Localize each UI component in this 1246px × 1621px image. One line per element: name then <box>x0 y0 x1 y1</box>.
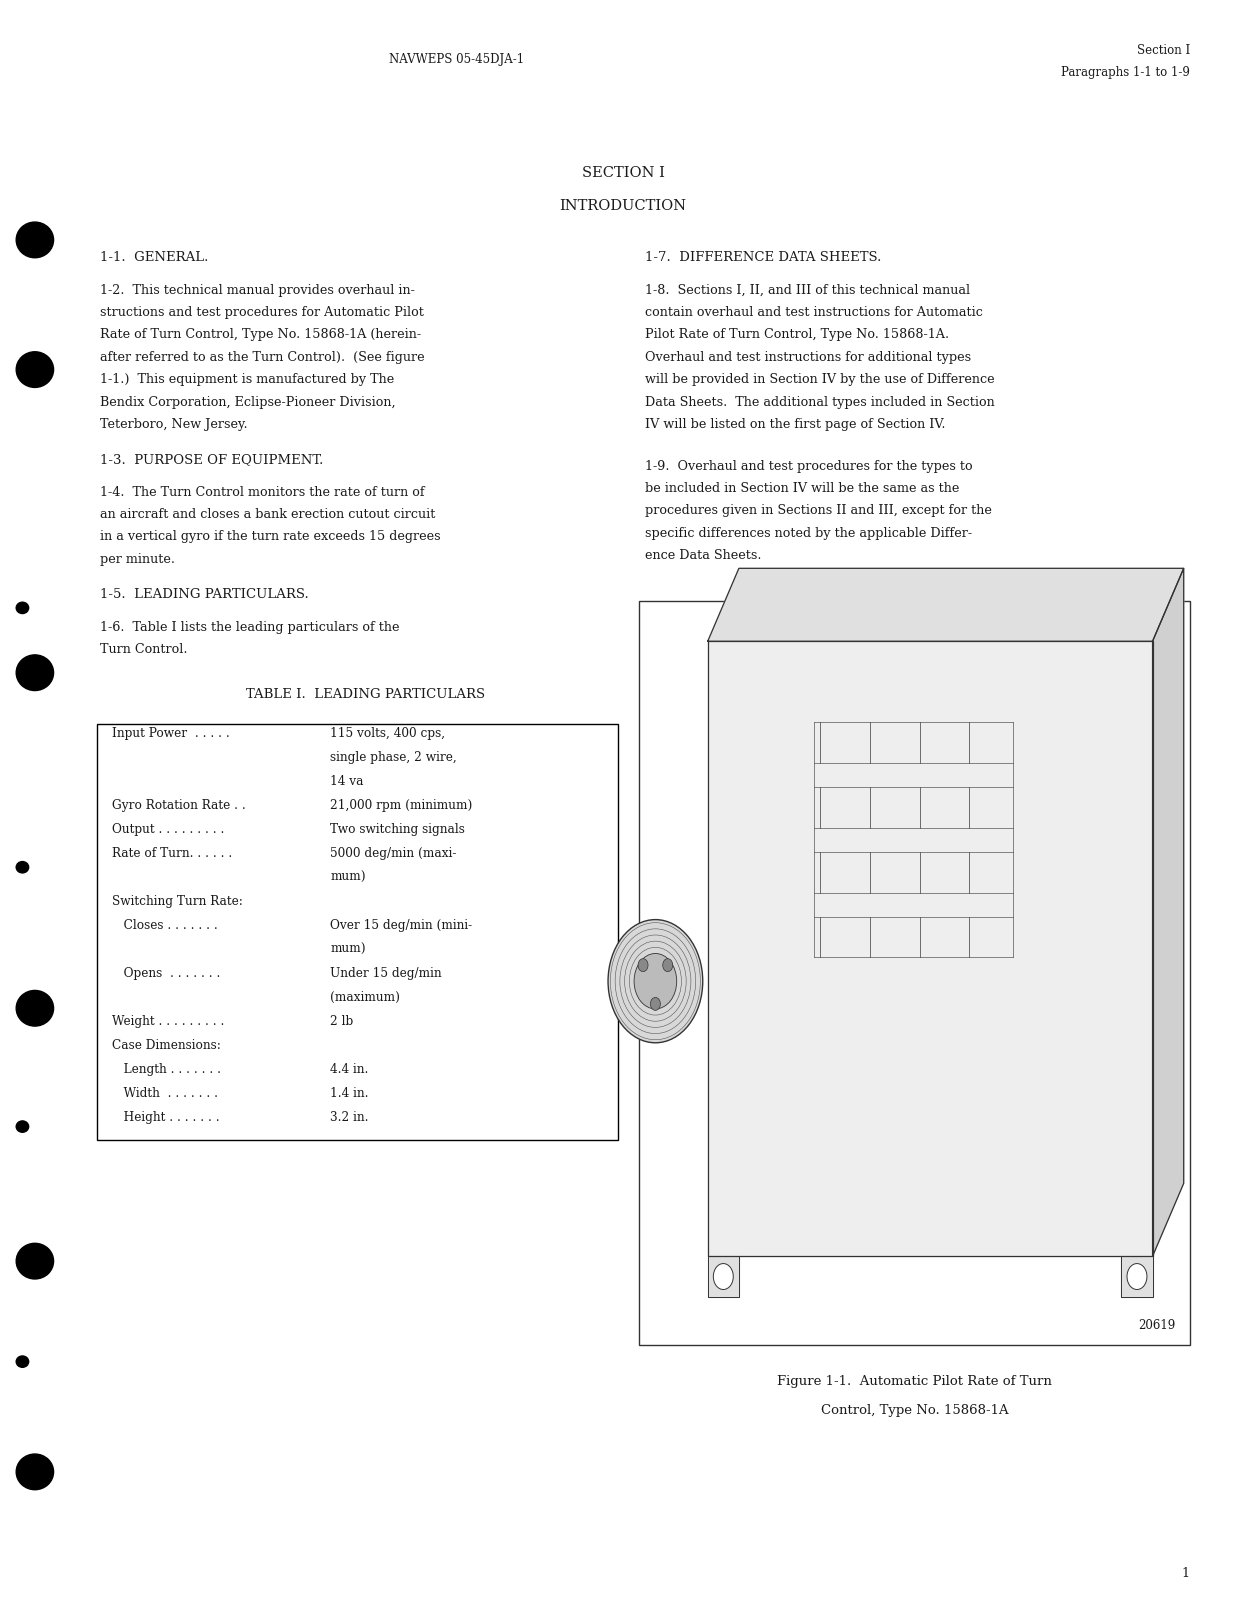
Text: 1: 1 <box>1182 1568 1190 1580</box>
Text: Weight . . . . . . . . .: Weight . . . . . . . . . <box>112 1015 224 1028</box>
Text: Data Sheets.  The additional types included in Section: Data Sheets. The additional types includ… <box>645 396 996 408</box>
Polygon shape <box>708 642 1153 1256</box>
Circle shape <box>663 958 673 971</box>
Text: contain overhaul and test instructions for Automatic: contain overhaul and test instructions f… <box>645 306 983 319</box>
Text: 1-1.  GENERAL.: 1-1. GENERAL. <box>100 251 208 264</box>
Text: Rate of Turn. . . . . .: Rate of Turn. . . . . . <box>112 846 233 859</box>
Text: TABLE I.  LEADING PARTICULARS: TABLE I. LEADING PARTICULARS <box>245 687 485 700</box>
Text: 14 va: 14 va <box>330 775 364 788</box>
Ellipse shape <box>16 862 29 872</box>
Polygon shape <box>708 569 1184 642</box>
Text: Case Dimensions:: Case Dimensions: <box>112 1039 221 1052</box>
Text: Turn Control.: Turn Control. <box>100 644 187 657</box>
Text: 1-8.  Sections I, II, and III of this technical manual: 1-8. Sections I, II, and III of this tec… <box>645 284 971 297</box>
Text: Bendix Corporation, Eclipse-Pioneer Division,: Bendix Corporation, Eclipse-Pioneer Divi… <box>100 396 395 408</box>
Polygon shape <box>708 1256 739 1297</box>
Text: 115 volts, 400 cps,: 115 volts, 400 cps, <box>330 726 445 739</box>
Text: 1-3.  PURPOSE OF EQUIPMENT.: 1-3. PURPOSE OF EQUIPMENT. <box>100 454 323 467</box>
Text: mum): mum) <box>330 870 366 883</box>
Ellipse shape <box>16 1454 54 1490</box>
Text: after referred to as the Turn Control).  (See figure: after referred to as the Turn Control). … <box>100 350 425 363</box>
Text: 5000 deg/min (maxi-: 5000 deg/min (maxi- <box>330 846 456 859</box>
Text: Width  . . . . . . .: Width . . . . . . . <box>112 1086 218 1099</box>
Text: INTRODUCTION: INTRODUCTION <box>559 199 687 212</box>
Text: 1-5.  LEADING PARTICULARS.: 1-5. LEADING PARTICULARS. <box>100 588 309 601</box>
Text: Opens  . . . . . . .: Opens . . . . . . . <box>112 966 221 979</box>
Bar <box>97 723 618 1140</box>
Text: 3.2 in.: 3.2 in. <box>330 1110 369 1123</box>
Polygon shape <box>1153 569 1184 1256</box>
Ellipse shape <box>16 1122 29 1131</box>
Text: in a vertical gyro if the turn rate exceeds 15 degrees: in a vertical gyro if the turn rate exce… <box>100 530 440 543</box>
Ellipse shape <box>16 222 54 258</box>
Text: Gyro Rotation Rate . .: Gyro Rotation Rate . . <box>112 799 245 812</box>
Text: specific differences noted by the applicable Differ-: specific differences noted by the applic… <box>645 527 973 540</box>
Text: procedures given in Sections II and III, except for the: procedures given in Sections II and III,… <box>645 504 992 517</box>
Text: Overhaul and test instructions for additional types: Overhaul and test instructions for addit… <box>645 350 972 363</box>
Text: Teterboro, New Jersey.: Teterboro, New Jersey. <box>100 418 247 431</box>
Text: (maximum): (maximum) <box>330 990 400 1003</box>
Text: mum): mum) <box>330 943 366 956</box>
Text: 1-9.  Overhaul and test procedures for the types to: 1-9. Overhaul and test procedures for th… <box>645 460 973 473</box>
Text: SECTION I: SECTION I <box>582 167 664 180</box>
Text: Output . . . . . . . . .: Output . . . . . . . . . <box>112 823 224 836</box>
Text: 4.4 in.: 4.4 in. <box>330 1063 369 1076</box>
Text: Over 15 deg/min (mini-: Over 15 deg/min (mini- <box>330 919 472 932</box>
Text: Section I: Section I <box>1136 44 1190 57</box>
Circle shape <box>608 919 703 1042</box>
Polygon shape <box>1121 1256 1153 1297</box>
Text: 1-4.  The Turn Control monitors the rate of turn of: 1-4. The Turn Control monitors the rate … <box>100 486 425 499</box>
Text: ence Data Sheets.: ence Data Sheets. <box>645 550 761 562</box>
Ellipse shape <box>16 655 54 691</box>
Circle shape <box>634 953 677 1008</box>
Text: Paragraphs 1-1 to 1-9: Paragraphs 1-1 to 1-9 <box>1062 66 1190 79</box>
Text: Figure 1-1.  Automatic Pilot Rate of Turn: Figure 1-1. Automatic Pilot Rate of Turn <box>778 1375 1052 1388</box>
Text: Pilot Rate of Turn Control, Type No. 15868-1A.: Pilot Rate of Turn Control, Type No. 158… <box>645 329 949 342</box>
Text: 1-7.  DIFFERENCE DATA SHEETS.: 1-7. DIFFERENCE DATA SHEETS. <box>645 251 882 264</box>
Text: 2 lb: 2 lb <box>330 1015 354 1028</box>
Bar <box>639 601 1190 1345</box>
Text: Input Power  . . . . .: Input Power . . . . . <box>112 726 231 739</box>
Text: 1-2.  This technical manual provides overhaul in-: 1-2. This technical manual provides over… <box>100 284 415 297</box>
Text: Length . . . . . . .: Length . . . . . . . <box>112 1063 221 1076</box>
Circle shape <box>650 997 660 1010</box>
Text: will be provided in Section IV by the use of Difference: will be provided in Section IV by the us… <box>645 373 996 386</box>
Ellipse shape <box>16 1243 54 1279</box>
Text: structions and test procedures for Automatic Pilot: structions and test procedures for Autom… <box>100 306 424 319</box>
Text: Control, Type No. 15868-1A: Control, Type No. 15868-1A <box>821 1404 1008 1417</box>
Text: 1-1.)  This equipment is manufactured by The: 1-1.) This equipment is manufactured by … <box>100 373 394 386</box>
Ellipse shape <box>16 990 54 1026</box>
Text: 1-6.  Table I lists the leading particulars of the: 1-6. Table I lists the leading particula… <box>100 621 399 634</box>
Text: be included in Section IV will be the same as the: be included in Section IV will be the sa… <box>645 481 959 494</box>
Text: single phase, 2 wire,: single phase, 2 wire, <box>330 751 457 763</box>
Ellipse shape <box>16 1355 29 1367</box>
Circle shape <box>713 1263 733 1289</box>
Text: an aircraft and closes a bank erection cutout circuit: an aircraft and closes a bank erection c… <box>100 507 435 520</box>
Text: Closes . . . . . . .: Closes . . . . . . . <box>112 919 218 932</box>
Circle shape <box>638 958 648 971</box>
Text: NAVWEPS 05-45DJA-1: NAVWEPS 05-45DJA-1 <box>389 53 523 66</box>
Ellipse shape <box>16 352 54 387</box>
Text: IV will be listed on the first page of Section IV.: IV will be listed on the first page of S… <box>645 418 946 431</box>
Text: 1.4 in.: 1.4 in. <box>330 1086 369 1099</box>
Text: Under 15 deg/min: Under 15 deg/min <box>330 966 442 979</box>
Text: Two switching signals: Two switching signals <box>330 823 465 836</box>
Ellipse shape <box>16 601 29 613</box>
Text: Switching Turn Rate:: Switching Turn Rate: <box>112 895 243 908</box>
Text: Rate of Turn Control, Type No. 15868-1A (herein-: Rate of Turn Control, Type No. 15868-1A … <box>100 329 421 342</box>
Text: Height . . . . . . .: Height . . . . . . . <box>112 1110 219 1123</box>
Text: 21,000 rpm (minimum): 21,000 rpm (minimum) <box>330 799 472 812</box>
Text: 20619: 20619 <box>1138 1319 1175 1332</box>
Text: per minute.: per minute. <box>100 553 174 566</box>
Circle shape <box>1126 1263 1146 1289</box>
